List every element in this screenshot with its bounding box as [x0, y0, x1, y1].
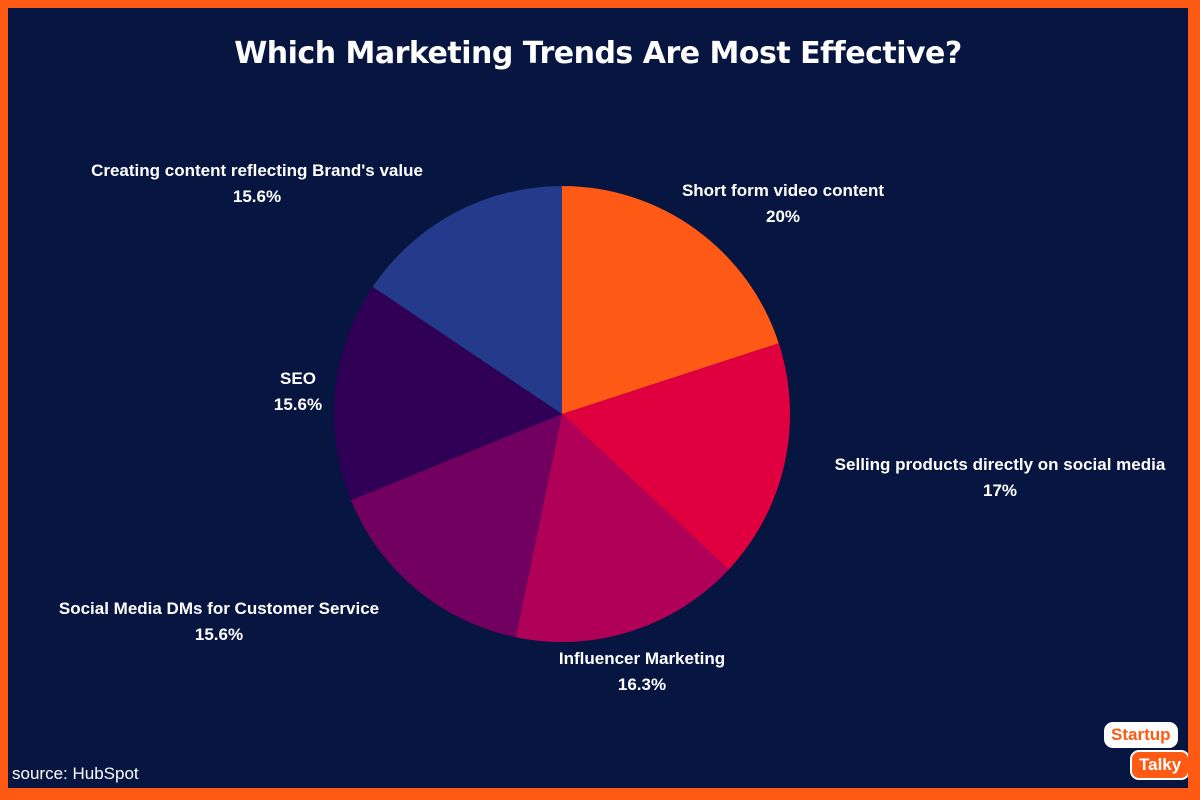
- chart-title: Which Marketing Trends Are Most Effectiv…: [234, 36, 962, 71]
- slice-value-label: 17%: [983, 481, 1017, 500]
- slice-value-label: 16.3%: [618, 675, 666, 694]
- slice-label: Short form video content: [682, 181, 884, 200]
- source-note: source: HubSpot: [12, 764, 139, 783]
- slice-value-label: 15.6%: [233, 187, 281, 206]
- slice-value-label: 15.6%: [274, 395, 322, 414]
- startup-talky-logo: Startup Talky: [1104, 722, 1188, 784]
- slice-label: Creating content reflecting Brand's valu…: [91, 161, 423, 180]
- pie-slice: [562, 343, 790, 570]
- pie-slice: [562, 186, 779, 414]
- slice-value-label: 20%: [766, 207, 800, 226]
- logo-text-startup: Startup: [1104, 722, 1178, 748]
- slice-label: SEO: [280, 369, 316, 388]
- slice-label: Social Media DMs for Customer Service: [59, 599, 379, 618]
- logo-text-talky: Talky: [1130, 750, 1188, 780]
- pie-slice: [333, 286, 562, 501]
- pie-slice: [350, 414, 562, 638]
- pie-slice: [515, 414, 729, 642]
- pie-chart: Short form video content 20% Selling produ…: [59, 161, 1166, 694]
- infographic-frame: Which Marketing Trends Are Most Effectiv…: [8, 8, 1188, 788]
- slice-label: Selling products directly on social medi…: [835, 455, 1166, 474]
- slice-value-label: 15.6%: [195, 625, 243, 644]
- slice-label: Influencer Marketing: [559, 649, 725, 668]
- pie-slice: [372, 186, 562, 414]
